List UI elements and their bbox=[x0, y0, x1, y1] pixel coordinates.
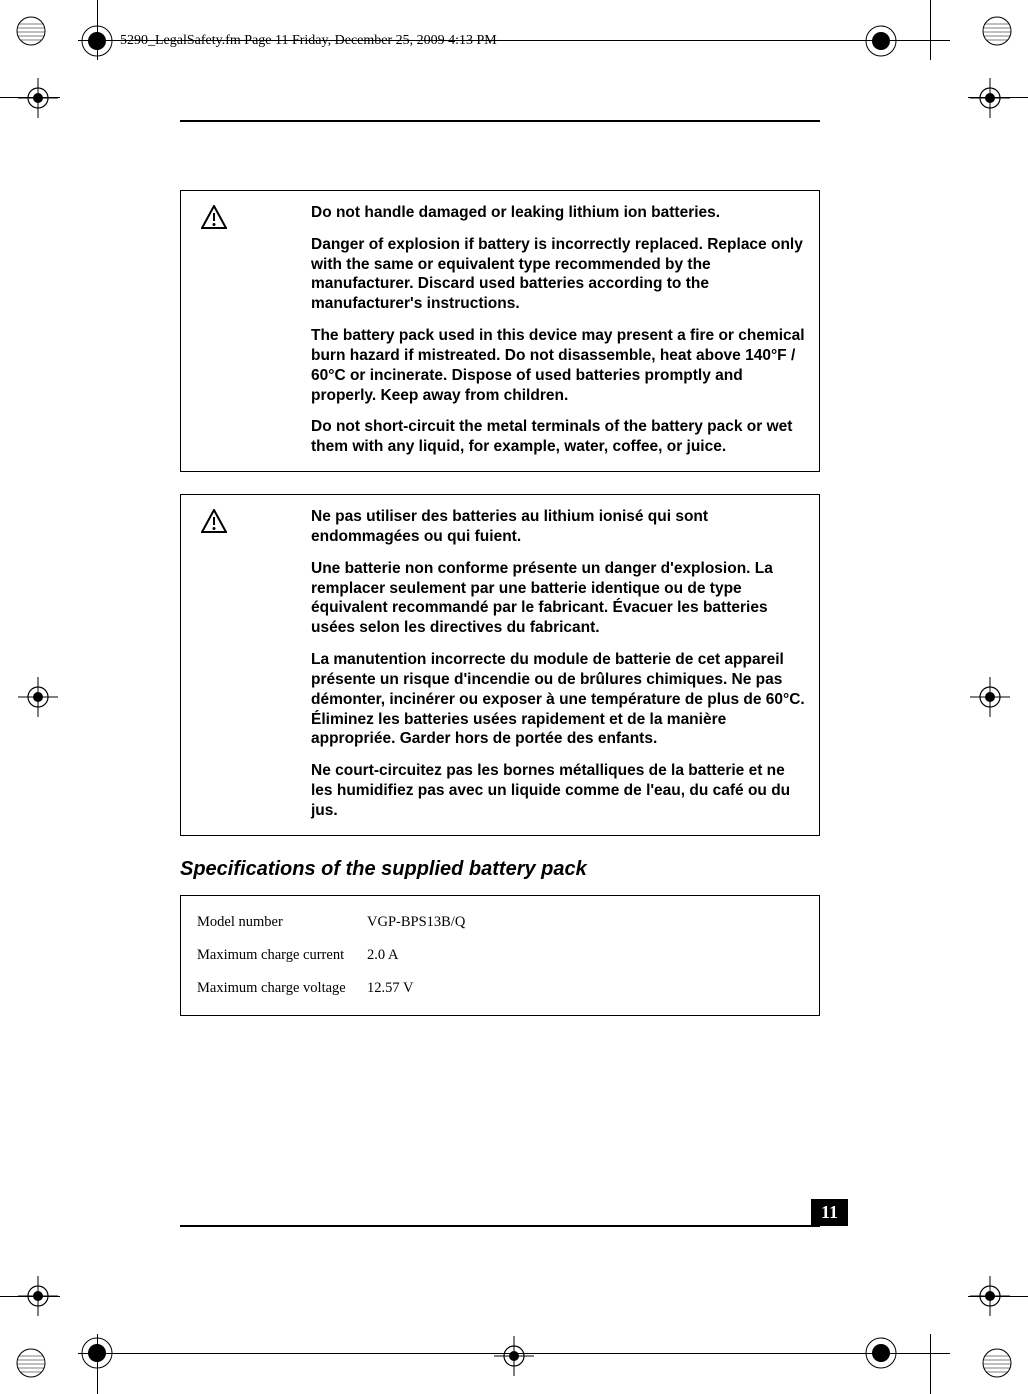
warning-icon bbox=[201, 216, 227, 233]
warning-para: Une batterie non conforme présente un da… bbox=[311, 559, 805, 638]
corner-mark-icon bbox=[80, 1336, 114, 1370]
warning-icon-col bbox=[181, 495, 311, 835]
warning-box-english: Do not handle damaged or leaking lithium… bbox=[180, 190, 820, 472]
spec-value: VGP-BPS13B/Q bbox=[367, 914, 465, 931]
registration-mark-icon bbox=[18, 78, 58, 118]
spec-value: 12.57 V bbox=[367, 980, 413, 997]
corner-mark-icon bbox=[14, 14, 48, 48]
warning-para: The battery pack used in this device may… bbox=[311, 326, 805, 405]
warning-para: Danger of explosion if battery is incorr… bbox=[311, 235, 805, 314]
specs-heading: Specifications of the supplied battery p… bbox=[180, 858, 820, 881]
page-number: 11 bbox=[811, 1199, 848, 1226]
spec-row: Maximum charge voltage 12.57 V bbox=[197, 972, 803, 1005]
crop-line bbox=[930, 1334, 931, 1394]
warning-para: Do not short-circuit the metal terminals… bbox=[311, 417, 805, 457]
spec-label: Model number bbox=[197, 914, 367, 931]
spec-label: Maximum charge current bbox=[197, 947, 367, 964]
spec-value: 2.0 A bbox=[367, 947, 398, 964]
registration-mark-icon bbox=[18, 1276, 58, 1316]
warning-text-col: Ne pas utiliser des batteries au lithium… bbox=[311, 495, 819, 835]
spec-row: Model number VGP-BPS13B/Q bbox=[197, 906, 803, 939]
top-rule bbox=[180, 120, 820, 122]
warning-para: Ne court-circuitez pas les bornes métall… bbox=[311, 761, 805, 820]
corner-mark-icon bbox=[864, 24, 898, 58]
page: 5290_LegalSafety.fm Page 11 Friday, Dece… bbox=[0, 0, 1028, 1394]
registration-mark-icon bbox=[970, 677, 1010, 717]
warning-icon bbox=[201, 520, 227, 537]
warning-box-french: Ne pas utiliser des batteries au lithium… bbox=[180, 494, 820, 836]
registration-mark-icon bbox=[18, 677, 58, 717]
registration-mark-icon bbox=[494, 1336, 534, 1376]
corner-mark-icon bbox=[864, 1336, 898, 1370]
warning-para: La manutention incorrecte du module de b… bbox=[311, 650, 805, 749]
registration-mark-icon bbox=[970, 1276, 1010, 1316]
corner-mark-icon bbox=[980, 1346, 1014, 1380]
corner-mark-icon bbox=[80, 24, 114, 58]
page-header-text: 5290_LegalSafety.fm Page 11 Friday, Dece… bbox=[120, 33, 497, 49]
warning-para: Ne pas utiliser des batteries au lithium… bbox=[311, 507, 805, 547]
specs-table: Model number VGP-BPS13B/Q Maximum charge… bbox=[180, 895, 820, 1016]
warning-icon-col bbox=[181, 191, 311, 471]
warning-para: Do not handle damaged or leaking lithium… bbox=[311, 203, 805, 223]
corner-mark-icon bbox=[14, 1346, 48, 1380]
warning-text-col: Do not handle damaged or leaking lithium… bbox=[311, 191, 819, 471]
crop-line bbox=[930, 0, 931, 60]
spec-label: Maximum charge voltage bbox=[197, 980, 367, 997]
content-area: Do not handle damaged or leaking lithium… bbox=[180, 190, 820, 1016]
corner-mark-icon bbox=[980, 14, 1014, 48]
bottom-rule bbox=[180, 1225, 820, 1227]
registration-mark-icon bbox=[970, 78, 1010, 118]
spec-row: Maximum charge current 2.0 A bbox=[197, 939, 803, 972]
